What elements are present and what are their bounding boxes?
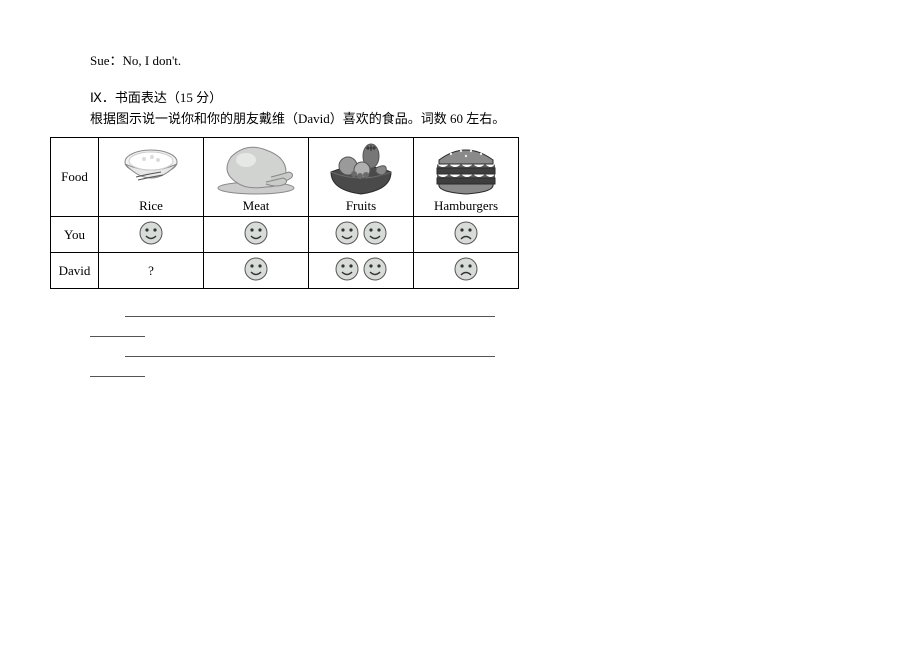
you-meat-face-happy-0: [243, 220, 269, 250]
food-col-hamburgers: Hamburgers: [414, 138, 519, 217]
you-fruits-cell: [309, 217, 414, 253]
you-hamburgers-cell: [414, 217, 519, 253]
you-row: You: [51, 217, 519, 253]
david-hamburgers-cell: [414, 253, 519, 289]
you-meat-faces: [206, 220, 306, 250]
you-hamburgers-faces: [416, 220, 516, 250]
david-fruits-face-happy-0: [334, 256, 360, 286]
fruits-caption: Fruits: [311, 198, 411, 214]
you-rice-faces: [101, 220, 201, 250]
food-col-meat: Meat: [204, 138, 309, 217]
david-fruits-faces: [311, 256, 411, 286]
meat-caption: Meat: [206, 198, 306, 214]
you-fruits-face-happy-0: [334, 220, 360, 250]
david-meat-faces: [206, 256, 306, 286]
blank-line-1: [125, 303, 495, 317]
hamburgers-image: [416, 140, 516, 198]
david-label: David: [51, 253, 99, 289]
david-fruits-face-happy-1: [362, 256, 388, 286]
blank-line-2: [125, 343, 495, 357]
hamburgers-caption: Hamburgers: [416, 198, 516, 214]
you-meat-cell: [204, 217, 309, 253]
you-fruits-face-happy-1: [362, 220, 388, 250]
food-header-label: Food: [51, 138, 99, 217]
answer-blank-area: [90, 303, 880, 377]
blank-line-2b: [90, 363, 145, 377]
section-title: Ⅸ．书面表达（15 分）: [90, 87, 880, 106]
rice-caption: Rice: [101, 198, 201, 214]
fruits-image: [311, 140, 411, 198]
david-meat-cell: [204, 253, 309, 289]
you-label: You: [51, 217, 99, 253]
you-rice-face-happy-0: [138, 220, 164, 250]
david-hamburgers-faces: [416, 256, 516, 286]
rice-image: [101, 140, 201, 198]
david-meat-face-happy-0: [243, 256, 269, 286]
david-row: David ?: [51, 253, 519, 289]
you-fruits-faces: [311, 220, 411, 250]
food-col-fruits: Fruits: [309, 138, 414, 217]
food-col-rice: Rice: [99, 138, 204, 217]
dialogue-line: Sue：No, I don't.: [90, 50, 880, 69]
you-hamburgers-face-sad-0: [453, 220, 479, 250]
food-table: Food Rice Meat Fruits: [50, 137, 519, 289]
meat-image: [206, 140, 306, 198]
david-fruits-cell: [309, 253, 414, 289]
blank-line-1b: [90, 323, 145, 337]
david-rice-cell: ?: [99, 253, 204, 289]
section-desc: 根据图示说一说你和你的朋友戴维（David）喜欢的食品。词数 60 左右。: [90, 108, 880, 127]
you-rice-cell: [99, 217, 204, 253]
david-hamburgers-face-sad-0: [453, 256, 479, 286]
food-header-row: Food Rice Meat Fruits: [51, 138, 519, 217]
